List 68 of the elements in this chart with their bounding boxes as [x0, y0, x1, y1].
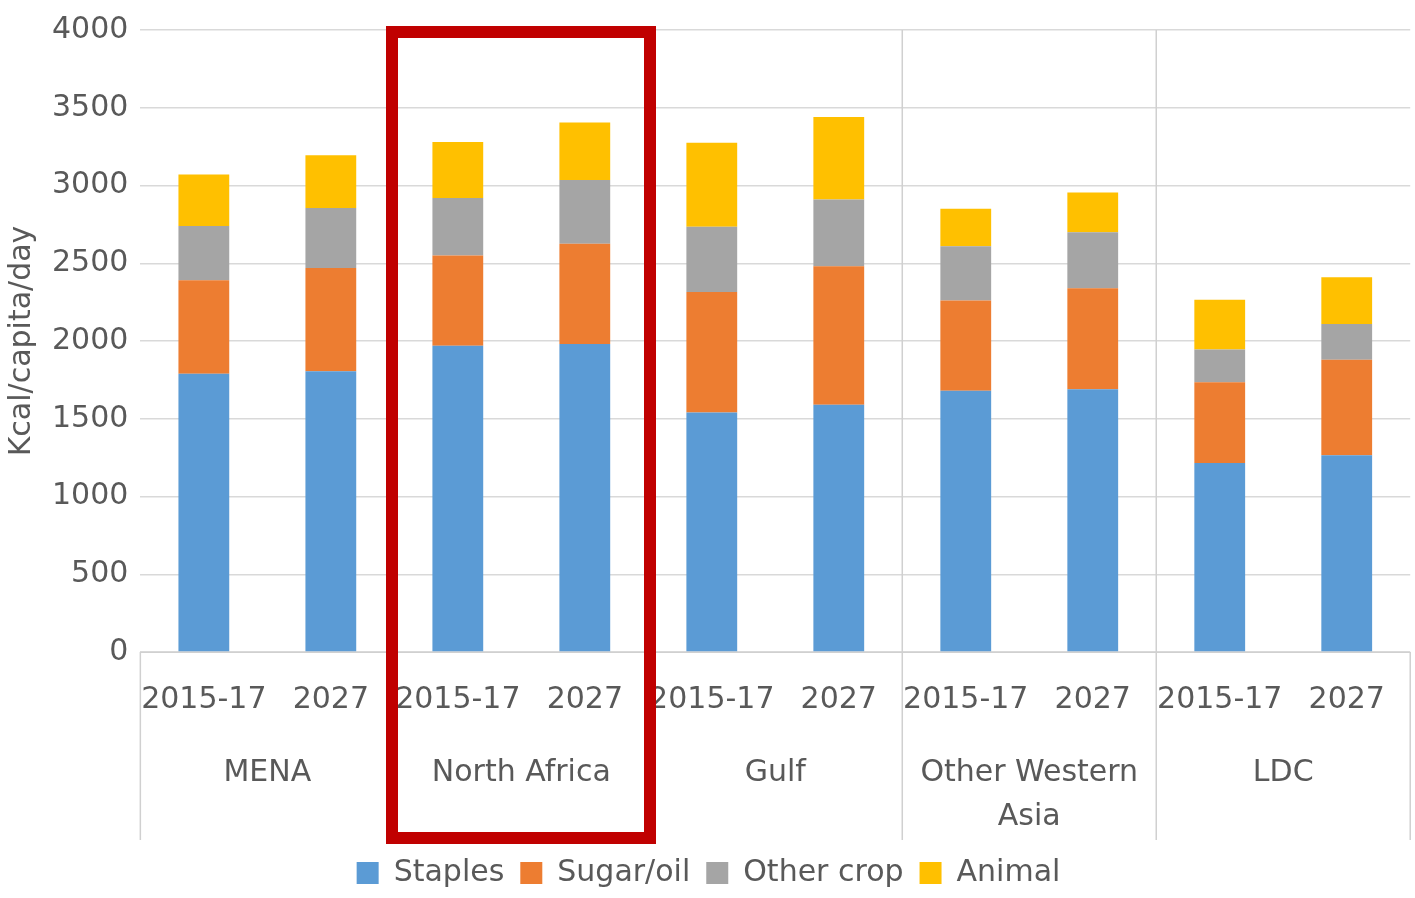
- y-tick-label: 500: [71, 554, 129, 590]
- bar: [1067, 288, 1119, 390]
- bar: [940, 246, 992, 301]
- bar: [1067, 192, 1119, 233]
- bar: [305, 155, 357, 209]
- bar: [813, 404, 865, 652]
- legend-label: Sugar/oil: [557, 852, 691, 888]
- bar: [432, 141, 484, 198]
- y-tick-label: 4000: [51, 9, 129, 45]
- y-tick-label: 1500: [51, 398, 129, 434]
- bar: [686, 412, 738, 652]
- y-tick-label: 2500: [51, 243, 129, 279]
- bar: [432, 255, 484, 346]
- legend-label: Other crop: [743, 852, 904, 888]
- x-tick-label: 2015-17: [1157, 679, 1283, 715]
- bar: [1194, 463, 1246, 652]
- bar: [1321, 455, 1373, 652]
- bar: [813, 266, 865, 405]
- bar: [1067, 232, 1119, 289]
- x-tick-label: 2027: [1308, 679, 1385, 715]
- bar: [432, 345, 484, 652]
- x-tick-label: 2015-17: [395, 679, 521, 715]
- bar: [1194, 299, 1246, 350]
- legend-label: Animal: [956, 852, 1061, 888]
- bar: [813, 199, 865, 267]
- bar: [940, 300, 992, 391]
- bar: [178, 174, 230, 226]
- y-tick-label: 3000: [51, 165, 129, 201]
- bar: [1194, 382, 1246, 464]
- text: North Africa: [431, 752, 611, 788]
- y-tick-label: 3500: [51, 87, 129, 123]
- y-tick-label: 1000: [51, 476, 129, 512]
- x-tick-label: 2027: [800, 679, 877, 715]
- bar: [432, 197, 484, 256]
- bar: [940, 390, 992, 652]
- bar: [1321, 359, 1373, 456]
- bar: [1321, 277, 1373, 324]
- text: Gulf: [744, 752, 808, 788]
- legend-label: Staples: [393, 852, 505, 888]
- bar: [940, 208, 992, 247]
- bar: [559, 344, 611, 652]
- bar: [178, 373, 230, 652]
- y-tick-label: 0: [109, 631, 129, 667]
- x-tick-label: 2015-17: [903, 679, 1029, 715]
- bar: [686, 226, 738, 293]
- bar: [559, 243, 611, 345]
- bar: [305, 208, 357, 268]
- x-tick-label: 2027: [546, 679, 623, 715]
- text: MENA: [223, 752, 312, 788]
- x-tick-label: 2027: [1054, 679, 1131, 715]
- bar: [1194, 349, 1246, 383]
- y-tick-label: 2000: [51, 320, 129, 356]
- bar: [813, 117, 865, 200]
- bar: [178, 225, 230, 281]
- bar: [686, 292, 738, 413]
- bar: [686, 142, 738, 227]
- text: LDC: [1252, 752, 1314, 788]
- x-tick-label: 2027: [292, 679, 370, 715]
- x-tick-label: 2015-17: [141, 679, 267, 715]
- bar: [1321, 323, 1373, 360]
- bar: [1067, 389, 1119, 652]
- text: Other Western Asia: [920, 752, 1139, 832]
- bar: [178, 280, 230, 374]
- bar: [559, 180, 611, 244]
- bar: [305, 267, 357, 372]
- y-axis-title: Kcal/capita/day: [1, 225, 37, 457]
- bar: [559, 122, 611, 181]
- bar: [305, 371, 357, 652]
